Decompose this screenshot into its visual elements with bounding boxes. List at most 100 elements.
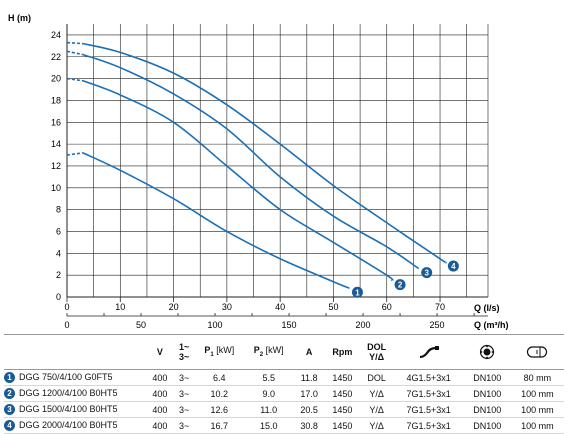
x2-tick-label: 100 [208, 320, 223, 330]
x2-axis-label: Q (m³/h) [474, 320, 509, 330]
model-cell: 2 DGG 1200/4/100 B0HT5 [4, 385, 146, 402]
rpm-cell: 1450 [324, 417, 360, 434]
x2-tick-label: 250 [430, 320, 445, 330]
header-start: DOL Y/Δ [359, 334, 394, 370]
curve-marker-label: 4 [451, 262, 456, 271]
curve-dashed-start [66, 77, 84, 82]
curve-dashed-start [66, 41, 84, 45]
curve-markers: 1 2 3 4 [351, 260, 459, 298]
x-tick-label: 60 [382, 302, 392, 312]
pipe-cell: 100 mm [510, 401, 564, 418]
current-cell: 11.8 [293, 369, 325, 386]
header-p2: P2 [kW] [244, 334, 294, 370]
rpm-cell: 1450 [324, 385, 360, 402]
current-cell: 17.0 [293, 385, 325, 402]
x-tick-label: 20 [169, 302, 179, 312]
cable-cell: 7G1.5+3x1 [393, 417, 464, 434]
phase-cell: 3~ [173, 385, 195, 402]
outlet-cell: DN100 [463, 417, 511, 434]
p2-cell: 5.5 [244, 369, 294, 386]
cable-cell: 7G1.5+3x1 [393, 385, 464, 402]
x-tick-label: 40 [275, 302, 285, 312]
curve-dashed-start [66, 50, 84, 56]
cable-icon [419, 346, 439, 359]
outlet-cell: DN100 [463, 369, 511, 386]
cable-cell: 4G1.5+3x1 [393, 369, 464, 386]
p2-cell: 9.0 [244, 385, 294, 402]
x2-axis-ticks: 0 50 100 150 200 250 [64, 313, 488, 330]
y-tick-label: 8 [56, 205, 61, 215]
x2-tick-label: 200 [356, 320, 371, 330]
pipe-diameter-icon [527, 346, 548, 358]
header-voltage: V [146, 334, 174, 370]
pipe-cell: 100 mm [510, 385, 564, 402]
curve-marker-label: 1 [355, 288, 360, 297]
phase-cell: 3~ [173, 401, 195, 418]
curve-marker-1 [351, 286, 363, 298]
header-cable [393, 334, 464, 370]
start-cell: DOL [359, 369, 394, 386]
y-tick-label: 16 [51, 117, 61, 127]
phase-cell: 3~ [173, 369, 195, 386]
curve-marker-3 [421, 267, 433, 279]
pump-curve-1 [82, 152, 350, 290]
p1-cell: 12.6 [194, 401, 244, 418]
y-tick-label: 14 [51, 139, 61, 149]
phase-cell: 3~ [173, 417, 195, 434]
cable-cell: 7G1.5+3x1 [393, 401, 464, 418]
pump-curve-4 [82, 42, 447, 264]
y-tick-label: 20 [51, 74, 61, 84]
header-current: A [293, 334, 325, 370]
rpm-cell: 1450 [324, 401, 360, 418]
voltage-cell: 400 [146, 401, 174, 418]
x-tick-label: 0 [64, 302, 69, 312]
pump-curve-3 [82, 53, 420, 270]
outlet-cell: DN100 [463, 385, 511, 402]
rpm-cell: 1450 [324, 369, 360, 386]
x2-tick-label: 50 [136, 320, 146, 330]
header-pipe [510, 334, 564, 370]
p2-cell: 15.0 [244, 417, 294, 434]
curve-marker-label: 2 [398, 281, 403, 290]
model-cell: 4 DGG 2000/4/100 B0HT5 [4, 417, 146, 434]
outlet-flange-icon [480, 344, 495, 360]
current-cell: 20.5 [293, 401, 325, 418]
voltage-cell: 400 [146, 369, 174, 386]
p1-cell: 6.4 [194, 369, 244, 386]
p2-cell: 11.0 [244, 401, 294, 418]
start-cell: Y/Δ [359, 401, 394, 418]
y-tick-label: 4 [56, 248, 61, 258]
model-cell: 1 DGG 750/4/100 G0FT5 [4, 369, 146, 386]
voltage-cell: 400 [146, 385, 174, 402]
p1-cell: 16.7 [194, 417, 244, 434]
curve-number-badge: 3 [4, 404, 15, 416]
chart-grid [66, 24, 489, 298]
specs-row-4: 4 DGG 2000/4/100 B0HT5 400 3~ 16.7 15.0 3… [4, 417, 564, 434]
voltage-cell: 400 [146, 417, 174, 434]
header-rpm: Rpm [324, 334, 360, 370]
y-tick-label: 6 [56, 226, 61, 236]
y-tick-label: 2 [56, 270, 61, 280]
specs-row-1: 1 DGG 750/4/100 G0FT5 400 3~ 6.4 5.5 11.8… [4, 369, 564, 386]
curve-marker-4 [447, 260, 459, 272]
pump-curve-2 [82, 80, 394, 282]
y-tick-label: 12 [51, 161, 61, 171]
x-tick-label: 70 [435, 302, 445, 312]
x2-tick-label: 150 [282, 320, 297, 330]
x-tick-label: 50 [328, 302, 338, 312]
pump-specs-table: V 1~ 3~ P1 [kW] P2 [kW] A Rpm DOL Y/Δ [4, 334, 564, 434]
pipe-cell: 100 mm [510, 417, 564, 434]
current-cell: 30.8 [293, 417, 325, 434]
specs-header-row: V 1~ 3~ P1 [kW] P2 [kW] A Rpm DOL Y/Δ [4, 334, 564, 370]
y-tick-label: 10 [51, 183, 61, 193]
specs-row-3: 3 DGG 1500/4/100 B0HT5 400 3~ 12.6 11.0 2… [4, 401, 564, 418]
header-outlet [463, 334, 511, 370]
header-p1: P1 [kW] [194, 334, 244, 370]
y-tick-label: 0 [56, 292, 61, 302]
curve-number-badge: 4 [4, 420, 15, 432]
x2-tick-label: 0 [64, 320, 69, 330]
y-tick-label: 18 [51, 95, 61, 105]
outlet-cell: DN100 [463, 401, 511, 418]
